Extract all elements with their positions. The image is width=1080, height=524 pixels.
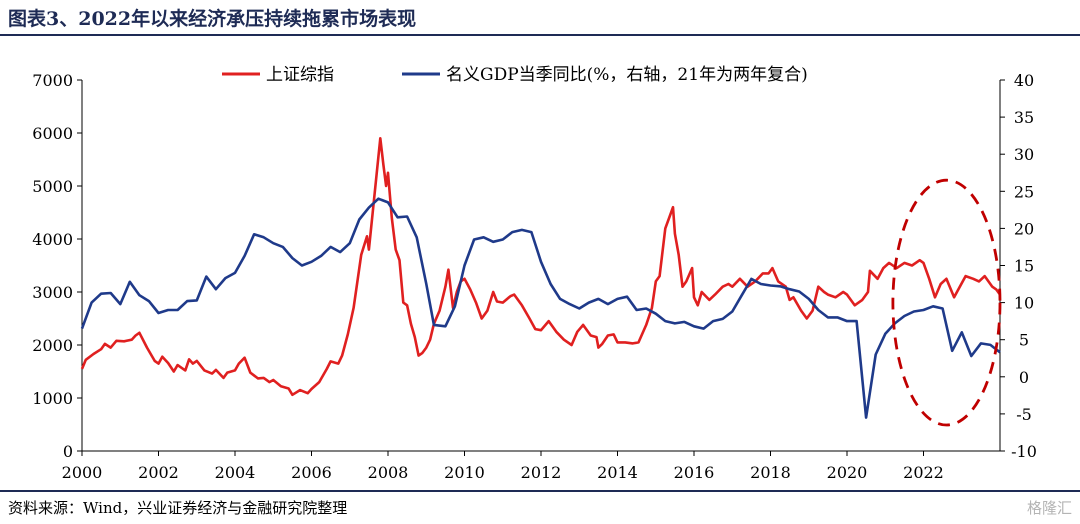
legend-label-nominal-gdp: 名义GDP当季同比(%，右轴，21年为两年复合) [446, 65, 808, 85]
annotation-ellipse [891, 178, 1002, 427]
x-tick-label: 2012 [521, 463, 562, 482]
x-tick-label: 2004 [215, 463, 256, 482]
y-right-tick-label: 5 [1019, 331, 1029, 350]
y-right-tick-label: 10 [1014, 294, 1034, 313]
page-title: 图表3、2022年以来经济承压持续拖累市场表现 [8, 8, 417, 30]
y-right-tick-label: 20 [1014, 219, 1034, 238]
y-right-tick-label: -10 [1011, 442, 1037, 461]
y-left-tick-label: 7000 [32, 71, 73, 90]
y-left-tick-label: 6000 [32, 124, 73, 143]
x-tick-label: 2006 [291, 463, 332, 482]
y-left-tick-label: 3000 [32, 283, 73, 302]
x-tick-label: 2002 [138, 463, 179, 482]
y-right-tick-label: -5 [1016, 405, 1032, 424]
series-line-nominal-gdp [80, 197, 1001, 419]
x-tick-label: 2000 [62, 463, 103, 482]
x-tick-label: 2018 [750, 463, 791, 482]
y-right-tick-label: 40 [1014, 71, 1034, 90]
x-tick-label: 2008 [368, 463, 409, 482]
x-tick-label: 2022 [903, 463, 944, 482]
y-right-tick-label: 25 [1014, 182, 1034, 201]
y-left-tick-label: 2000 [32, 336, 73, 355]
y-left-tick-label: 4000 [32, 230, 73, 249]
y-left-tick-label: 5000 [32, 177, 73, 196]
footer-divider [0, 490, 1080, 492]
x-tick-label: 2010 [444, 463, 485, 482]
x-tick-label: 2016 [674, 463, 715, 482]
title-divider [0, 34, 1080, 36]
chart: 0 1000 2000 3000 4000 5000 6000 7000 -10 -5 0 5 10 15… [32, 65, 1037, 482]
y-right-tick-label: 15 [1014, 257, 1034, 276]
y-left-tick-label: 1000 [32, 389, 73, 408]
y-right-tick-label: 0 [1019, 368, 1029, 387]
series-line-shanghai-index [80, 137, 1002, 397]
source-note: 资料来源：Wind，兴业证券经济与金融研究院整理 [8, 499, 348, 517]
legend-label-shanghai-index: 上证综指 [266, 65, 334, 85]
y-left-tick-label: 0 [63, 442, 73, 461]
y-right-tick-label: 30 [1014, 145, 1034, 164]
watermark-logo: 格隆汇 [1026, 499, 1072, 517]
x-tick-label: 2020 [827, 463, 868, 482]
x-tick-label: 2014 [597, 463, 638, 482]
y-right-tick-label: 35 [1014, 108, 1034, 127]
